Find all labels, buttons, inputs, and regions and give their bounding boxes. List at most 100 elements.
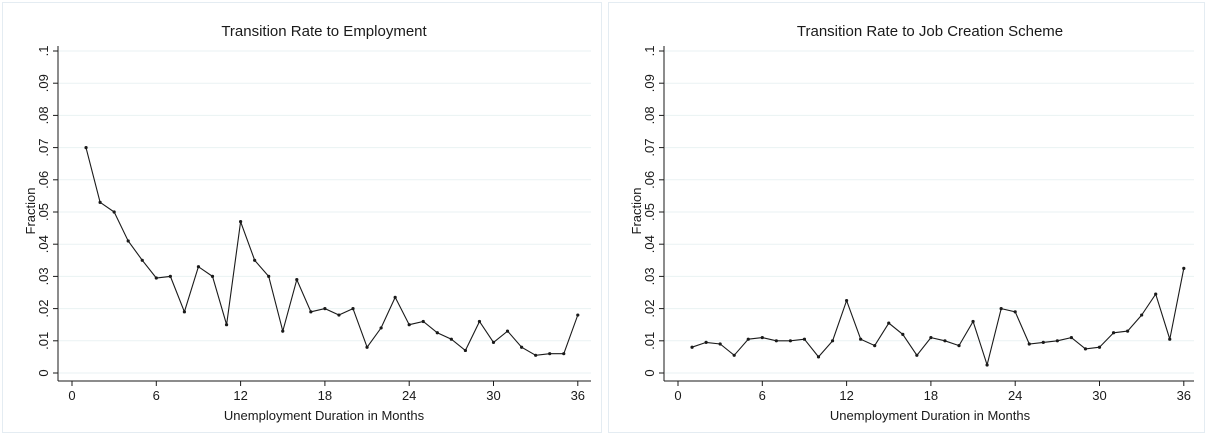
y-axis-label: Fraction — [23, 188, 38, 235]
data-point — [1182, 266, 1186, 270]
data-point — [887, 321, 891, 325]
data-point — [239, 220, 243, 224]
x-tick-label: 36 — [1177, 388, 1191, 403]
data-point — [845, 298, 849, 303]
data-point — [1055, 339, 1059, 343]
chart-title: Transition Rate to Employment — [221, 23, 427, 40]
data-point — [999, 307, 1003, 311]
data-point — [84, 146, 88, 150]
data-point — [520, 345, 524, 349]
data-point — [421, 319, 425, 324]
data-point — [379, 326, 383, 330]
data-point — [943, 339, 947, 343]
x-tick-label: 36 — [571, 388, 585, 403]
data-point — [1041, 340, 1045, 345]
y-tick-label: .1 — [642, 46, 657, 57]
data-point — [337, 313, 341, 317]
chart-job-creation-scheme: Transition Rate to Job Creation Scheme 0… — [629, 23, 1194, 423]
data-point — [182, 310, 186, 314]
y-tick-label: .03 — [642, 267, 657, 285]
chart-title: Transition Rate to Job Creation Scheme — [797, 23, 1063, 40]
data-point — [957, 344, 961, 348]
data-point — [449, 337, 453, 341]
y-tick-label: .06 — [642, 171, 657, 189]
y-tick-label: .04 — [36, 235, 51, 253]
data-point — [774, 339, 778, 343]
y-tick-label: .03 — [36, 267, 51, 285]
y-tick-label: .1 — [36, 46, 51, 57]
x-tick-label: 0 — [68, 388, 75, 403]
data-point — [788, 339, 792, 343]
x-tick-label: 6 — [759, 388, 766, 403]
data-point — [112, 210, 116, 214]
data-point — [253, 258, 257, 262]
data-point — [760, 335, 764, 340]
data-point — [435, 331, 439, 335]
data-point — [901, 332, 905, 336]
data-point — [1140, 313, 1144, 317]
y-tick-label: .01 — [642, 332, 657, 350]
data-point — [873, 344, 877, 348]
data-point — [802, 337, 807, 341]
data-point — [1168, 337, 1172, 341]
data-point — [718, 342, 722, 346]
y-tick-label: .01 — [36, 332, 51, 350]
x-tick-label: 30 — [1092, 388, 1106, 403]
chart-panel-employment: Transition Rate to Employment 0 .01 .02 .03… — [2, 2, 602, 433]
y-tick-label: .02 — [36, 300, 51, 318]
y-axis-label: Fraction — [629, 188, 644, 235]
x-tick-label: 6 — [153, 388, 160, 403]
data-point — [168, 274, 172, 278]
x-tick-label: 24 — [402, 388, 416, 403]
data-point — [1154, 292, 1158, 296]
y-tick-label: .08 — [642, 106, 657, 124]
data-point — [505, 329, 510, 333]
data-point — [576, 313, 580, 317]
x-tick-label: 30 — [486, 388, 500, 403]
x-tick-label: 12 — [839, 388, 853, 403]
data-point — [1083, 347, 1088, 351]
x-tick-label: 12 — [233, 388, 247, 403]
data-point — [562, 352, 566, 356]
y-tick-label: .05 — [36, 203, 51, 221]
y-tick-label: .05 — [642, 203, 657, 221]
y-tick-label: .09 — [642, 74, 657, 92]
y-tick-label: .02 — [642, 300, 657, 318]
data-point — [351, 307, 355, 311]
data-point — [140, 258, 144, 262]
data-point — [985, 363, 989, 367]
chart-employment: Transition Rate to Employment 0 .01 .02 .03… — [23, 23, 591, 423]
y-tick-label: .07 — [642, 139, 657, 157]
data-point — [915, 353, 919, 357]
data-point — [859, 337, 863, 341]
data-point — [98, 200, 102, 204]
data-point — [224, 323, 229, 327]
data-point — [365, 345, 369, 349]
y-tick-label: 0 — [642, 369, 657, 376]
data-point — [154, 276, 158, 280]
data-point — [1111, 331, 1116, 335]
data-point — [1097, 345, 1102, 349]
chart-panel-job-creation: Transition Rate to Job Creation Scheme 0… — [608, 2, 1205, 433]
y-tick-label: .06 — [36, 171, 51, 189]
data-point — [534, 353, 538, 357]
data-point — [267, 274, 271, 278]
data-point — [281, 329, 285, 333]
series-line — [85, 147, 579, 356]
data-point — [196, 265, 201, 269]
data-point — [393, 295, 397, 299]
data-point — [830, 339, 835, 343]
data-point — [210, 274, 215, 278]
data-point — [491, 340, 496, 345]
y-tick-label: .04 — [642, 235, 657, 253]
x-tick-label: 18 — [924, 388, 938, 403]
x-tick-label: 24 — [1008, 388, 1022, 403]
series-line — [691, 268, 1185, 367]
data-point — [1013, 310, 1017, 314]
data-point — [1126, 329, 1130, 333]
data-point — [548, 352, 552, 356]
data-point — [309, 310, 313, 314]
data-point — [323, 307, 327, 311]
data-point — [407, 323, 411, 327]
x-axis-label: Unemployment Duration in Months — [224, 408, 425, 423]
